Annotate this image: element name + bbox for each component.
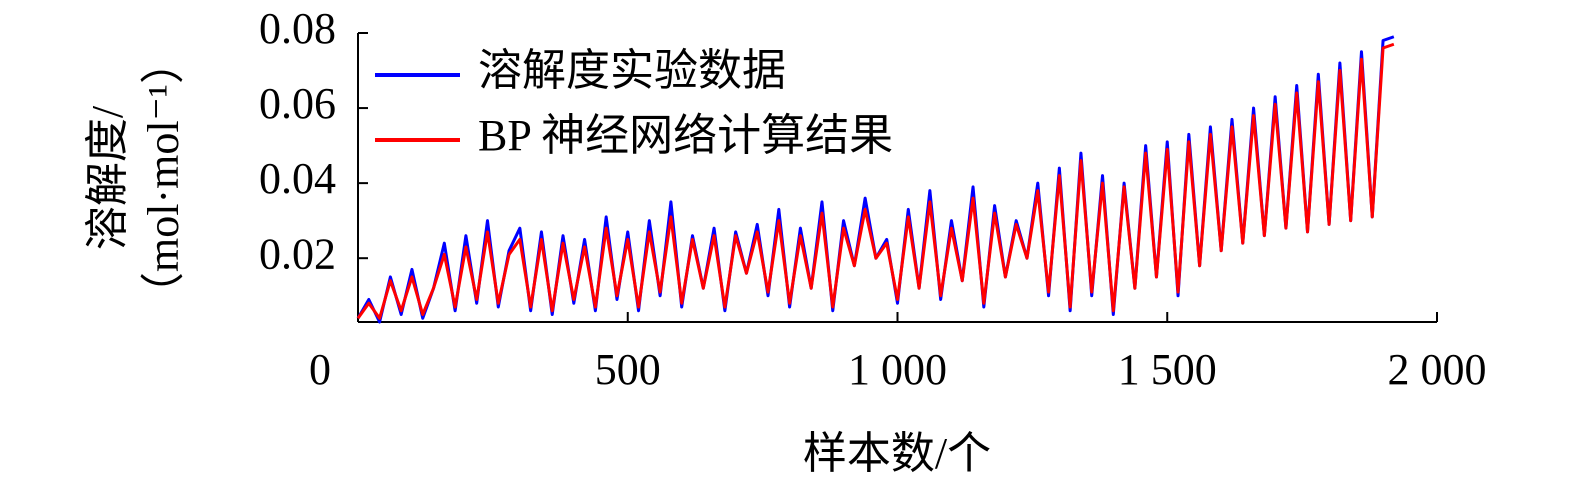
x-tick-label: 0	[309, 345, 331, 394]
x-tick-label: 500	[595, 345, 661, 394]
legend-label: 溶解度实验数据	[478, 46, 786, 95]
legend-label: BP 神经网络计算结果	[478, 111, 893, 160]
y-axis-label: 溶解度/	[83, 105, 132, 250]
y-tick-label: 0.04	[259, 154, 336, 203]
x-tick-label: 1 000	[848, 345, 947, 394]
x-axis-label: 样本数/个	[803, 429, 991, 478]
x-tick-label: 1 500	[1118, 345, 1217, 394]
x-tick-label: 2 000	[1388, 345, 1487, 394]
y-tick-label: 0.08	[259, 4, 336, 53]
series-line	[356, 42, 1395, 320]
y-axis-label: （mol·mol⁻¹）	[139, 40, 188, 316]
y-tick-label: 0.02	[259, 229, 336, 278]
y-tick-label: 0.06	[259, 79, 336, 128]
